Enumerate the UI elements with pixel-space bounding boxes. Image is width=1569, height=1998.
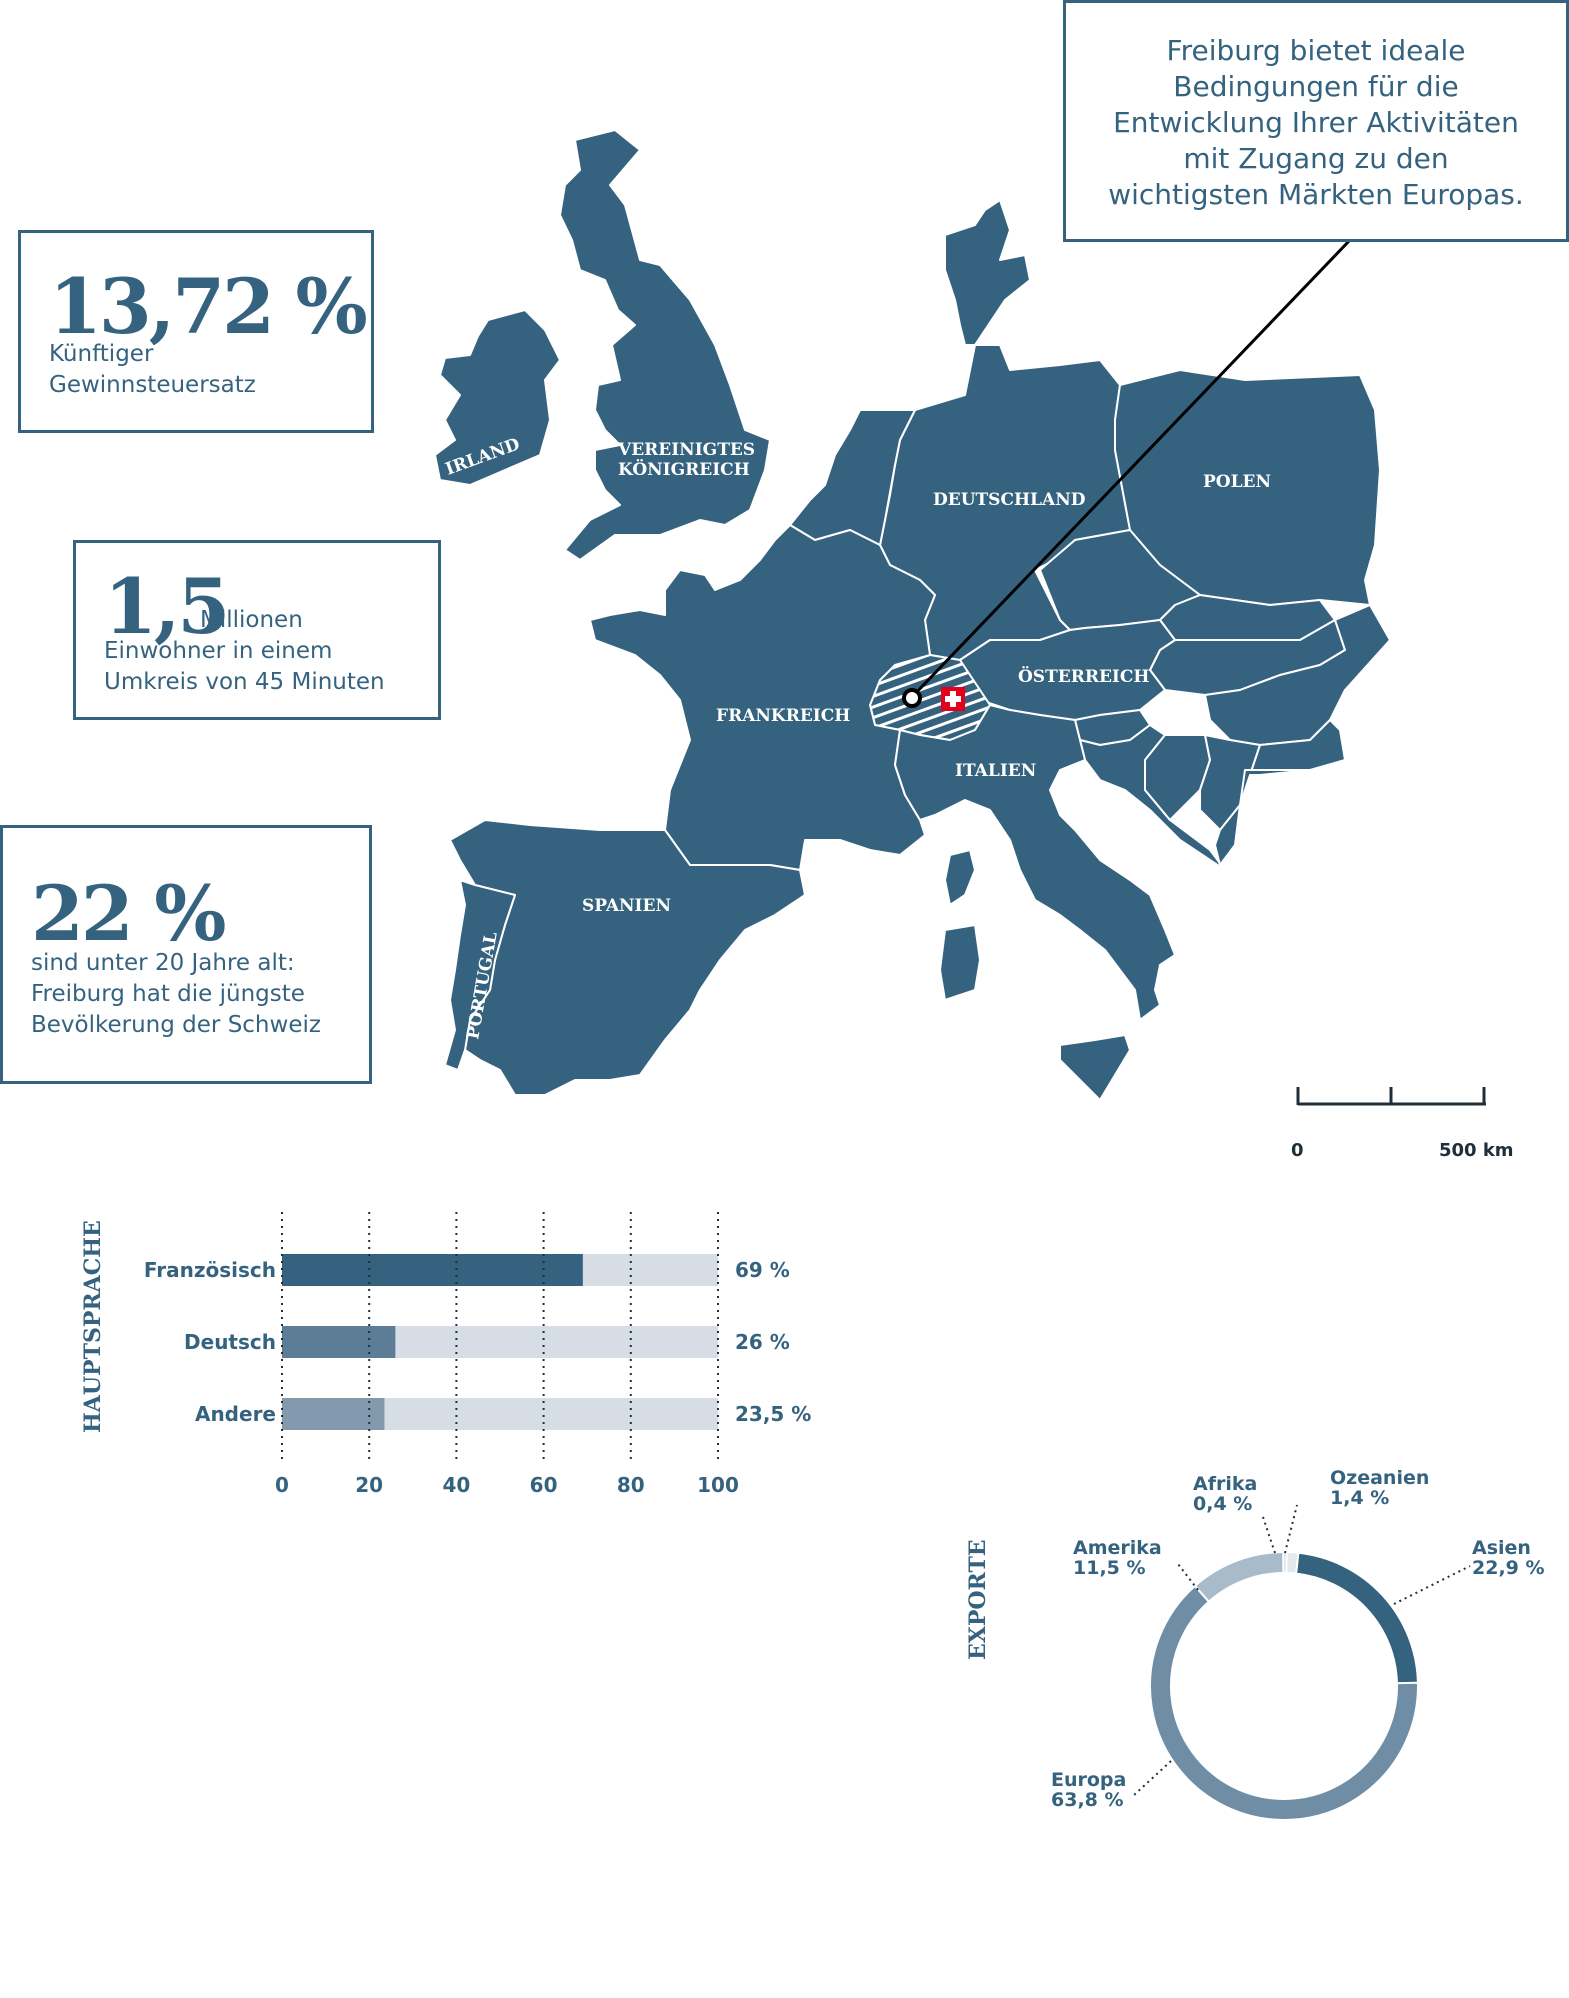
callout-line: mit Zugang zu den: [1183, 142, 1449, 175]
stat-unit: Millionen: [200, 607, 303, 633]
slice-name-label: Ozeanien: [1330, 1467, 1429, 1489]
callout-line: Bedingungen für die: [1173, 70, 1459, 103]
country-poland: [1114, 369, 1381, 606]
swiss-flag-icon: [941, 687, 965, 711]
leader-line: [1261, 1513, 1276, 1554]
stat-box-youth: 22 % sind unter 20 Jahre alt: Freiburg h…: [0, 825, 372, 1084]
tick-label: 60: [530, 1473, 558, 1497]
chart-title: EXPORTE: [965, 1539, 991, 1660]
scale-end-label: 500 km: [1439, 1140, 1514, 1161]
slice-name-label: Amerika: [1073, 1537, 1162, 1559]
label-uk-1: VEREINIGTES: [617, 440, 755, 460]
stat-value: 22 %: [31, 869, 226, 958]
slice-name-label: Asien: [1472, 1537, 1531, 1559]
callout-line: Entwicklung Ihrer Aktivitäten: [1113, 106, 1519, 139]
slice-value-label: 22,9 %: [1472, 1557, 1545, 1579]
leader-line: [1284, 1504, 1298, 1554]
country-uk: [559, 129, 771, 561]
label-italien: ITALIEN: [955, 761, 1036, 781]
country-france: [589, 524, 936, 871]
stat-text: sind unter 20 Jahre alt:: [31, 950, 295, 976]
country-croatia: [1079, 724, 1226, 871]
category-label: Andere: [195, 1402, 276, 1426]
tick-label: 40: [442, 1473, 470, 1497]
donut-slice: [1282, 1550, 1288, 1575]
tick-label: 0: [275, 1473, 289, 1497]
tick-label: 100: [697, 1473, 739, 1497]
island-sardinia: [939, 924, 981, 1001]
callout-box: Freiburg bietet ideale Bedingungen für d…: [1063, 0, 1569, 242]
callout-line: wichtigsten Märkten Europas.: [1108, 178, 1524, 211]
slice-name-label: Afrika: [1193, 1473, 1257, 1495]
bar: [282, 1398, 385, 1430]
stat-text: Einwohner in einem: [104, 638, 333, 664]
label-uk-2: KÖNIGREICH: [618, 459, 750, 480]
stat-box-population: 1,5 Millionen Einwohner in einem Umkreis…: [73, 540, 441, 720]
stat-text: Umkreis von 45 Minuten: [104, 669, 385, 695]
country-italy: [894, 704, 1176, 1021]
chart-title: HAUPTSPRACHE: [80, 1220, 106, 1433]
donut-slice: [1193, 1550, 1285, 1604]
slice-value-label: 11,5 %: [1073, 1557, 1146, 1579]
value-label: 26 %: [735, 1330, 790, 1354]
value-label: 69 %: [735, 1258, 790, 1282]
label-deutschland: DEUTSCHLAND: [933, 490, 1086, 510]
category-label: Französisch: [144, 1258, 276, 1282]
stat-text: Gewinnsteuersatz: [49, 372, 256, 398]
label-spanien: SPANIEN: [582, 896, 671, 916]
value-label: 23,5 %: [735, 1402, 811, 1426]
stat-text: Bevölkerung der Schweiz: [31, 1012, 321, 1038]
label-oesterreich: ÖSTERREICH: [1018, 666, 1149, 687]
label-polen: POLEN: [1203, 472, 1271, 492]
stat-text: Freiburg hat die jüngste: [31, 981, 305, 1007]
stat-value: 1,5: [104, 562, 230, 651]
leader-line: [1393, 1565, 1471, 1605]
category-label: Deutsch: [184, 1330, 276, 1354]
freiburg-marker: [902, 688, 922, 708]
tick-label: 80: [617, 1473, 645, 1497]
slice-value-label: 63,8 %: [1051, 1789, 1124, 1811]
scale-bar: [1296, 1087, 1486, 1106]
callout-line: Freiburg bietet ideale: [1166, 34, 1466, 67]
label-frankreich: FRANKREICH: [716, 706, 850, 726]
leader-line: [1132, 1760, 1172, 1797]
country-denmark: [944, 199, 1031, 346]
tick-label: 20: [355, 1473, 383, 1497]
slice-value-label: 1,4 %: [1330, 1487, 1389, 1509]
bar: [282, 1254, 583, 1286]
island-sicily: [1059, 1034, 1131, 1101]
country-balkans-south: [1214, 769, 1311, 866]
stat-text: Künftiger: [49, 341, 154, 367]
donut-slice: [1295, 1551, 1419, 1685]
slice-name-label: Europa: [1051, 1769, 1126, 1791]
callout-connector: [910, 238, 1352, 699]
scale-start-label: 0: [1291, 1140, 1304, 1161]
stat-value: 13,72 %: [49, 262, 368, 351]
stat-box-tax: 13,72 % Künftiger Gewinnsteuersatz: [18, 230, 374, 433]
country-portugal: [444, 879, 516, 1071]
slice-value-label: 0,4 %: [1193, 1493, 1252, 1515]
island-corsica: [944, 849, 976, 906]
bar: [282, 1326, 396, 1358]
country-ireland: [434, 309, 561, 486]
